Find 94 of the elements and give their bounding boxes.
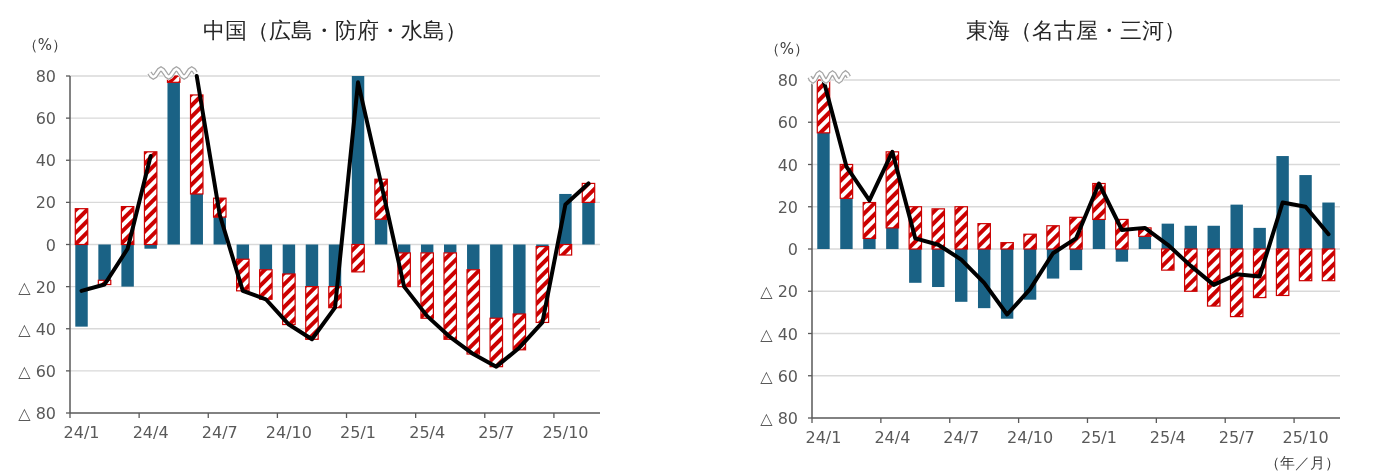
x-tick-label: 25/4 — [1149, 428, 1186, 447]
bar — [466, 269, 481, 355]
bar — [1023, 233, 1037, 250]
bar — [1322, 202, 1335, 249]
x-tick-label: 25/1 — [340, 423, 377, 442]
bar — [1115, 249, 1129, 262]
y-tick-label: △ 40 — [18, 319, 56, 339]
bar — [98, 244, 111, 281]
bar — [74, 208, 89, 246]
y-tick-label: △ 20 — [18, 277, 56, 297]
bar — [1276, 156, 1289, 249]
y-tick-label: △ 60 — [18, 361, 56, 381]
bar — [167, 82, 180, 245]
bar — [817, 132, 830, 249]
x-tick-label: 24/10 — [1007, 428, 1054, 447]
bar — [977, 223, 991, 250]
x-tick-label: 24/1 — [805, 428, 842, 447]
bar — [351, 243, 365, 273]
x-axis-title: （年／月） — [1265, 454, 1340, 472]
bar — [1069, 249, 1083, 271]
bar — [467, 244, 480, 270]
bar — [954, 206, 969, 250]
bar — [1230, 204, 1243, 249]
bar — [582, 202, 595, 245]
bar — [190, 193, 203, 245]
y-tick-label: 60 — [777, 113, 798, 133]
chart-title: 中国（広島・防府・水島） — [203, 18, 467, 43]
y-tick-label: △ 80 — [760, 409, 798, 428]
bar — [189, 94, 204, 195]
bar — [143, 151, 158, 246]
x-tick-label: 25/4 — [409, 423, 446, 442]
y-axis-title: （%） — [764, 40, 810, 58]
bar — [909, 249, 922, 283]
y-tick-label: 20 — [777, 197, 798, 217]
y-tick-label: 80 — [35, 67, 56, 86]
bar — [886, 227, 899, 249]
y-tick-label: 60 — [35, 109, 56, 129]
x-tick-label: 24/4 — [874, 428, 911, 447]
bar — [1046, 225, 1060, 250]
y-tick-label: △ 80 — [18, 404, 56, 423]
chart-title: 東海（名古屋・三河） — [966, 18, 1186, 43]
bar — [75, 244, 88, 327]
x-tick-label: 25/1 — [1080, 428, 1117, 447]
bar — [282, 244, 296, 274]
bar — [1229, 248, 1244, 318]
bar — [1206, 248, 1221, 307]
bar — [1207, 225, 1220, 249]
bar — [932, 249, 945, 288]
bar — [374, 219, 388, 245]
bar — [513, 244, 526, 315]
x-tick-label: 24/7 — [943, 428, 980, 447]
bar — [1321, 248, 1336, 282]
y-tick-label: △ 60 — [760, 366, 798, 386]
y-tick-label: △ 40 — [760, 324, 798, 344]
y-tick-label: 40 — [777, 155, 798, 175]
x-tick-label: 24/1 — [63, 423, 100, 442]
bar — [558, 243, 573, 256]
x-tick-label: 25/10 — [1282, 428, 1329, 447]
bar — [1000, 242, 1014, 250]
x-tick-label: 24/7 — [201, 423, 238, 442]
x-tick-label: 24/10 — [265, 423, 312, 442]
y-axis-title: （%） — [22, 36, 68, 54]
bar — [1138, 236, 1152, 249]
bar — [144, 244, 157, 249]
bar — [1161, 248, 1175, 271]
y-tick-label: 80 — [777, 71, 798, 90]
bar — [420, 252, 434, 319]
x-tick-label: 25/10 — [542, 423, 589, 442]
y-tick-label: △ 20 — [760, 282, 798, 302]
bar — [282, 273, 296, 326]
bar — [489, 317, 504, 368]
bar — [1184, 225, 1197, 249]
bar — [259, 244, 273, 270]
bar — [305, 286, 319, 340]
bar — [236, 244, 250, 260]
bar — [1298, 248, 1313, 282]
x-tick-label: 25/7 — [1218, 428, 1255, 447]
bar — [443, 252, 458, 340]
bar — [840, 198, 853, 249]
bar — [259, 269, 273, 300]
y-tick-label: 20 — [35, 193, 56, 213]
bar — [862, 201, 877, 240]
bar — [1299, 175, 1312, 249]
y-tick-label: 40 — [35, 151, 56, 171]
bar — [863, 238, 876, 249]
y-tick-label: 0 — [787, 240, 798, 259]
x-tick-label: 25/7 — [478, 423, 515, 442]
bar — [490, 244, 503, 319]
bar — [1092, 219, 1106, 249]
bar — [1253, 227, 1266, 249]
bar — [1275, 248, 1290, 297]
bar — [305, 244, 319, 287]
y-tick-label: 0 — [45, 235, 56, 255]
x-tick-label: 24/4 — [132, 423, 169, 442]
